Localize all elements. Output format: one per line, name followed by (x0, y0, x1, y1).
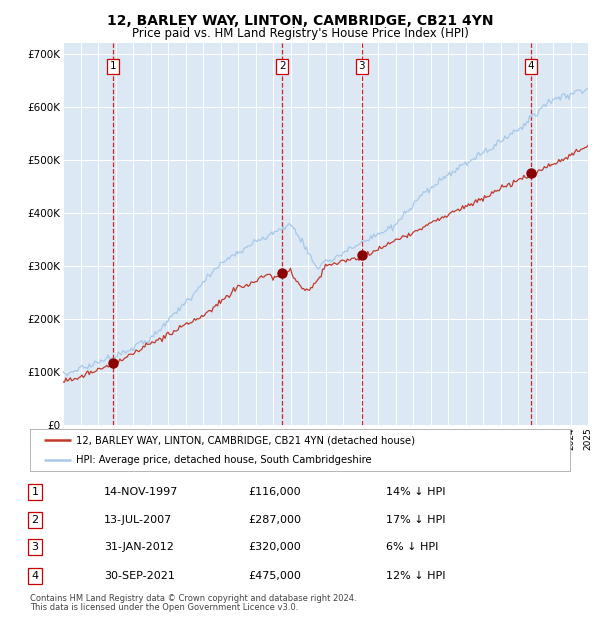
Text: 4: 4 (31, 571, 38, 581)
Text: 3: 3 (32, 542, 38, 552)
Text: £287,000: £287,000 (248, 515, 301, 525)
Text: 12% ↓ HPI: 12% ↓ HPI (386, 571, 446, 581)
Text: 3: 3 (359, 61, 365, 71)
Text: £475,000: £475,000 (248, 571, 301, 581)
Text: £116,000: £116,000 (248, 487, 301, 497)
Text: Price paid vs. HM Land Registry's House Price Index (HPI): Price paid vs. HM Land Registry's House … (131, 27, 469, 40)
Text: 1: 1 (110, 61, 116, 71)
Text: 14-NOV-1997: 14-NOV-1997 (104, 487, 179, 497)
Text: 14% ↓ HPI: 14% ↓ HPI (386, 487, 446, 497)
Text: 31-JAN-2012: 31-JAN-2012 (104, 542, 174, 552)
Text: 2: 2 (279, 61, 286, 71)
Text: 2: 2 (31, 515, 38, 525)
Text: 30-SEP-2021: 30-SEP-2021 (104, 571, 175, 581)
Text: 17% ↓ HPI: 17% ↓ HPI (386, 515, 446, 525)
Text: 12, BARLEY WAY, LINTON, CAMBRIDGE, CB21 4YN: 12, BARLEY WAY, LINTON, CAMBRIDGE, CB21 … (107, 14, 493, 29)
Text: HPI: Average price, detached house, South Cambridgeshire: HPI: Average price, detached house, Sout… (76, 455, 371, 465)
Text: 1: 1 (32, 487, 38, 497)
Text: 12, BARLEY WAY, LINTON, CAMBRIDGE, CB21 4YN (detached house): 12, BARLEY WAY, LINTON, CAMBRIDGE, CB21 … (76, 435, 415, 445)
Text: 4: 4 (528, 61, 535, 71)
Text: Contains HM Land Registry data © Crown copyright and database right 2024.: Contains HM Land Registry data © Crown c… (30, 594, 356, 603)
Text: This data is licensed under the Open Government Licence v3.0.: This data is licensed under the Open Gov… (30, 603, 298, 612)
Text: 13-JUL-2007: 13-JUL-2007 (104, 515, 172, 525)
Text: £320,000: £320,000 (248, 542, 301, 552)
Text: 6% ↓ HPI: 6% ↓ HPI (386, 542, 439, 552)
